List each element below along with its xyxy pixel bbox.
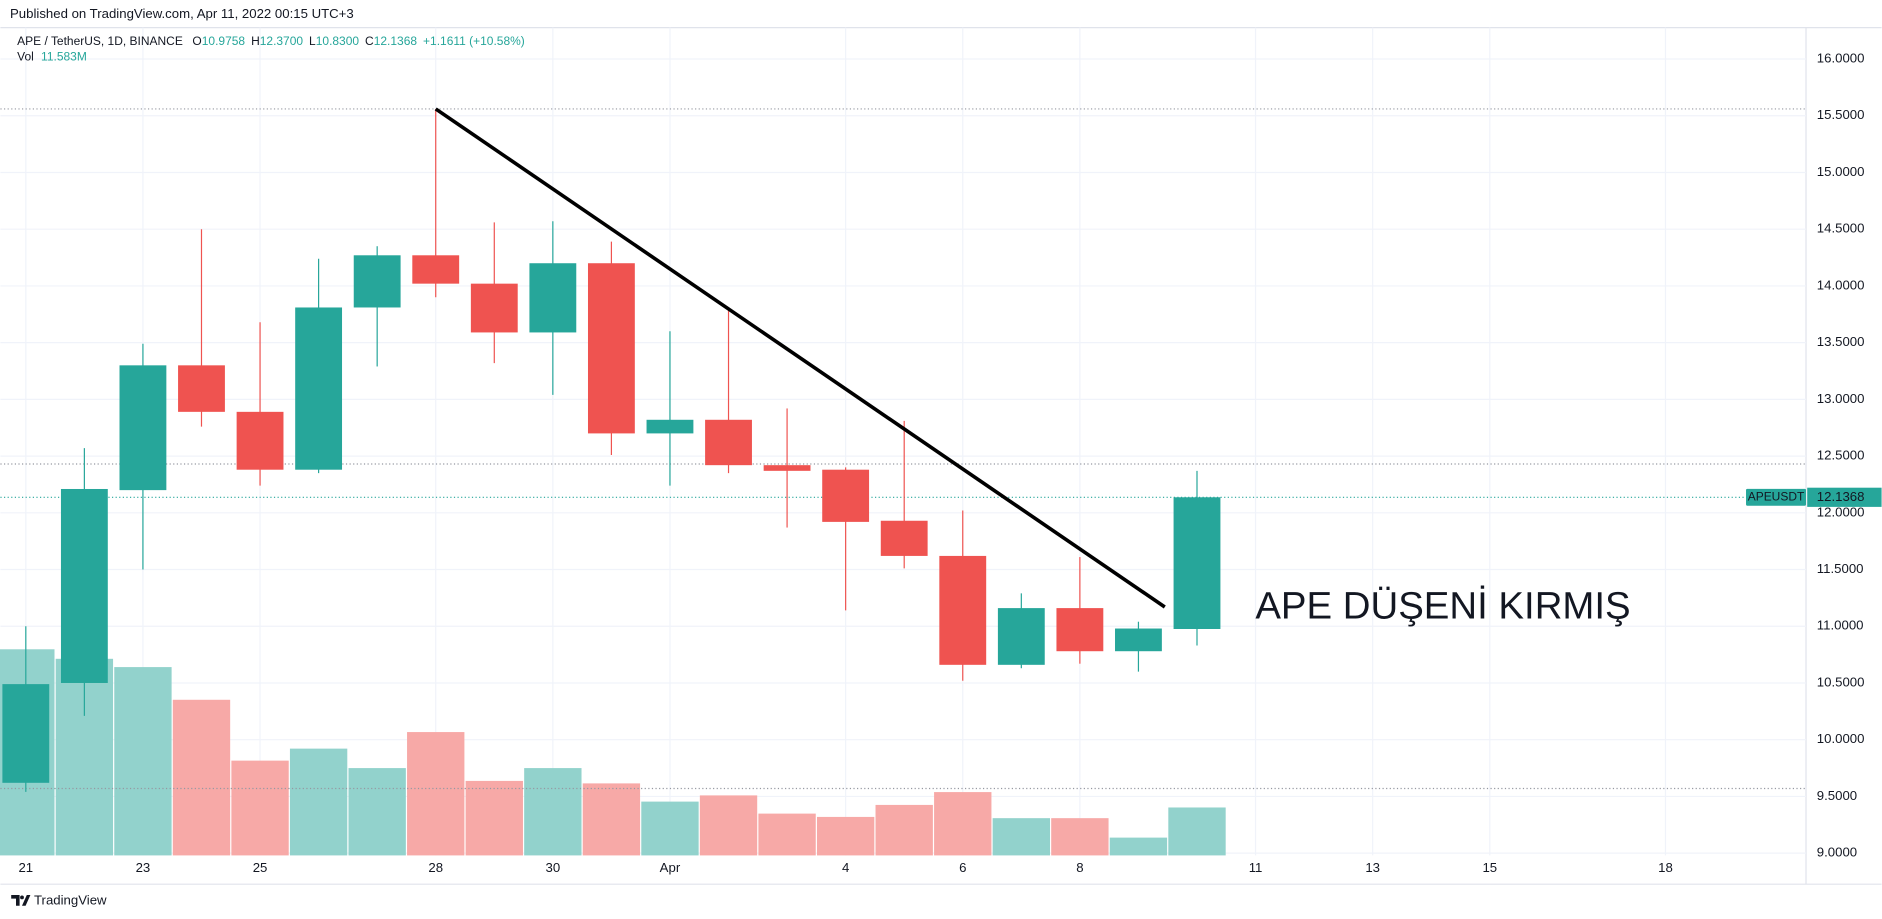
symbol-legend: APE / TetherUS, 1D, BINANCE O10.9758 H12.3…	[17, 34, 525, 48]
x-tick-label: 30	[546, 860, 561, 875]
ohlc-value: 12.1368	[374, 34, 418, 48]
candle-body	[939, 555, 987, 665]
candle-body	[880, 520, 928, 556]
volume-bar	[407, 732, 465, 856]
y-tick-label: 14.0000	[1817, 277, 1865, 292]
x-tick-label: 25	[253, 860, 268, 875]
volume-bar	[1168, 807, 1226, 856]
volume-bar	[172, 699, 231, 856]
footer-brand: TradingView	[34, 892, 107, 907]
x-tick-label: 23	[136, 860, 151, 875]
y-tick-label: 15.0000	[1817, 164, 1865, 179]
volume-bar	[934, 792, 992, 856]
published-note: Published on TradingView.com, Apr 11, 20…	[10, 6, 354, 21]
x-tick-label: 6	[959, 860, 966, 875]
annotation: APE DÜŞENİ KIRMIŞ	[1255, 584, 1630, 627]
volume-value: 11.583M	[41, 50, 87, 64]
ohlc-value: 10.9758	[202, 34, 246, 48]
volume-bar	[641, 801, 699, 856]
y-tick-label: 16.0000	[1817, 51, 1865, 66]
ohlc-letter: L	[309, 34, 316, 48]
x-tick-label: 8	[1076, 860, 1083, 875]
ohlc-value: 10.8300	[316, 34, 360, 48]
candle-body	[470, 283, 518, 333]
volume-bar	[114, 667, 172, 856]
x-tick-label: Apr	[660, 860, 681, 875]
candle-body	[353, 255, 401, 308]
candle-body	[412, 255, 460, 284]
x-tick-label: 13	[1365, 860, 1380, 875]
candle-body	[822, 469, 870, 522]
volume-name: Vol	[17, 50, 34, 64]
y-tick-label: 9.5000	[1817, 788, 1857, 803]
y-tick-label: 9.0000	[1817, 845, 1857, 860]
y-tick-label: 13.0000	[1817, 391, 1865, 406]
x-tick-label: 4	[842, 860, 849, 875]
volume-bar	[582, 783, 641, 856]
symbol-name: APE / TetherUS, 1D, BINANCE	[17, 34, 183, 48]
price-label: APEUSDT	[1748, 489, 1805, 503]
ohlc-letter: H	[251, 34, 260, 48]
candle-body	[587, 263, 635, 434]
candle-body	[178, 365, 225, 412]
candle-body	[763, 465, 811, 471]
volume-bar	[289, 748, 348, 856]
y-tick-label: 11.0000	[1817, 618, 1864, 633]
price-axis-label-box	[1807, 487, 1882, 507]
candle-body	[236, 411, 284, 470]
ohlc-letter: O	[192, 34, 201, 48]
volume-legend: Vol 11.583M	[17, 50, 87, 64]
volume-bar	[699, 795, 758, 856]
volume-bar	[1051, 818, 1109, 856]
volume-bar	[1109, 837, 1168, 856]
price-axis-label: 12.1368	[1817, 489, 1865, 504]
candle-body	[2, 684, 50, 783]
volume-bar	[758, 813, 816, 856]
ohlc-letter: C	[365, 34, 374, 48]
y-tick-label: 14.5000	[1817, 221, 1865, 236]
x-tick-label: 15	[1482, 860, 1497, 875]
volume-bar	[816, 816, 875, 856]
candle-body	[705, 419, 752, 466]
y-tick-label: 13.5000	[1817, 334, 1865, 349]
x-tick-label: 18	[1658, 860, 1673, 875]
candle-body	[1173, 497, 1221, 630]
y-tick-label: 11.5000	[1817, 561, 1864, 576]
volume-bar	[992, 818, 1050, 856]
candle-body	[295, 307, 343, 470]
volume-bar	[348, 768, 406, 856]
change-value: +1.1611 (+10.58%)	[423, 34, 525, 48]
volume-bar	[465, 780, 523, 856]
candle-body	[646, 419, 694, 434]
candle-body	[529, 263, 577, 333]
x-tick-label: 21	[18, 860, 33, 875]
volume-bar	[524, 768, 582, 856]
tradingview-logo	[11, 895, 31, 906]
y-tick-label: 15.5000	[1817, 107, 1865, 122]
y-tick-label: 12.5000	[1817, 448, 1865, 463]
x-tick-label: 11	[1249, 860, 1263, 875]
volume-bar	[875, 804, 933, 856]
volume-bar	[231, 760, 289, 856]
y-tick-label: 12.0000	[1817, 504, 1865, 519]
candle-body	[119, 365, 167, 491]
candle-body	[1115, 628, 1162, 652]
y-tick-label: 10.0000	[1817, 731, 1865, 746]
price-label-box	[1746, 488, 1807, 506]
candle-body	[997, 608, 1045, 665]
y-tick-label: 10.5000	[1817, 674, 1865, 689]
x-tick-label: 28	[428, 860, 443, 875]
candle-body	[60, 488, 108, 683]
trend-line	[434, 107, 1166, 609]
ohlc-value: 12.3700	[260, 34, 304, 48]
candle-body	[1056, 608, 1104, 652]
